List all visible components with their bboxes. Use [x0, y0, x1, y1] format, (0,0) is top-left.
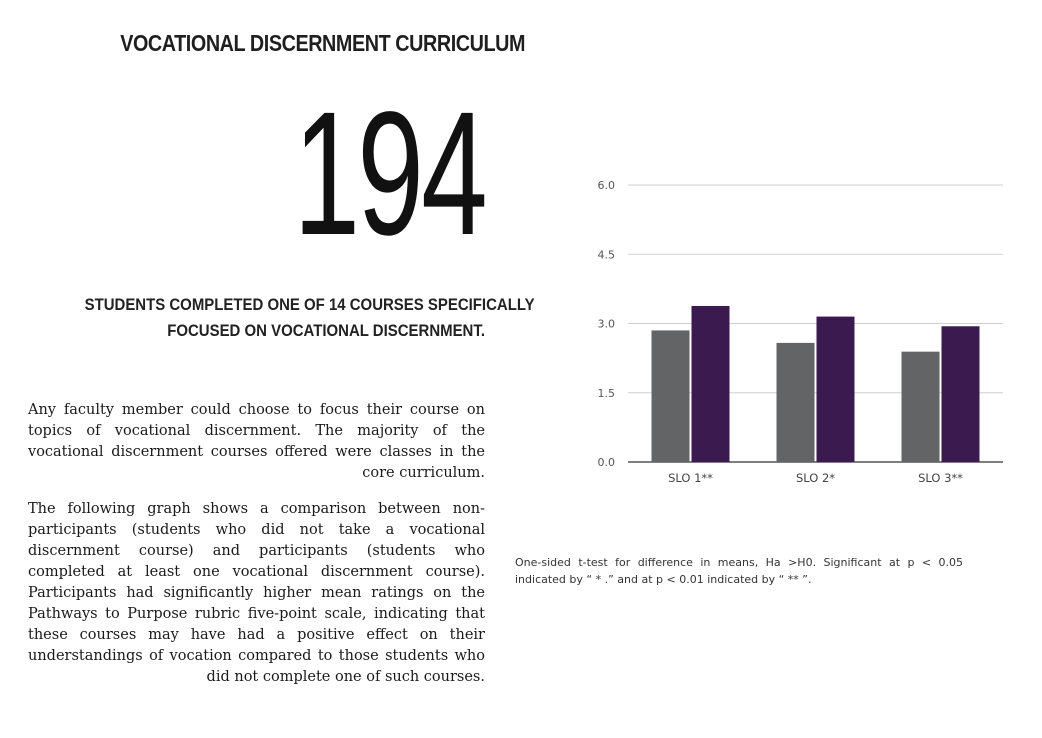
y-tick-label: 0.0: [598, 456, 616, 469]
y-tick-label: 6.0: [598, 179, 616, 192]
count-description: STUDENTS COMPLETED ONE OF 14 COURSES SPE…: [30, 292, 535, 344]
count-description-line-2: FOCUSED ON VOCATIONAL DISCERNMENT.: [167, 321, 485, 340]
chart-svg: 0.0 1.5 3.0 4.5 6.0 SLO 1** SLO 2* SLO 3**: [598, 179, 1003, 485]
bar-participants: [941, 326, 980, 462]
count-description-line-1: STUDENTS COMPLETED ONE OF 14 COURSES SPE…: [84, 295, 535, 314]
graph-explanation-paragraph: The following graph shows a comparison b…: [28, 501, 485, 685]
y-tick-label: 4.5: [598, 248, 616, 261]
intro-paragraph: Any faculty member could choose to focus…: [28, 402, 485, 481]
x-category-label: SLO 3**: [918, 471, 963, 485]
student-count: 194: [293, 76, 487, 272]
bar-non-participants: [776, 342, 815, 462]
y-tick-label: 1.5: [598, 387, 616, 400]
bar-non-participants: [651, 330, 690, 462]
slo-comparison-chart: 0.0 1.5 3.0 4.5 6.0 SLO 1** SLO 2* SLO 3**: [580, 170, 1020, 500]
bar-participants: [816, 316, 855, 462]
page-title: VOCATIONAL DISCERNMENT CURRICULUM: [120, 30, 526, 56]
bar-participants: [691, 305, 730, 462]
x-category-label: SLO 2*: [796, 471, 835, 485]
x-category-label: SLO 1**: [668, 471, 713, 485]
chart-footnote: One-sided t-test for difference in means…: [515, 556, 963, 586]
y-tick-label: 3.0: [598, 318, 616, 331]
bar-non-participants: [901, 351, 940, 462]
